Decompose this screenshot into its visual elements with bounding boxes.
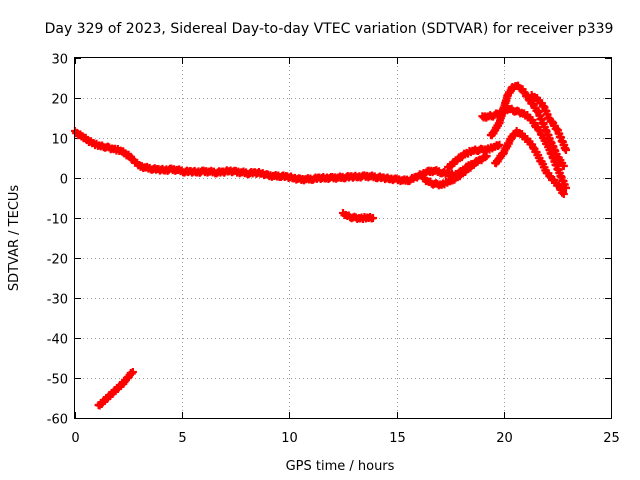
series-band_high [444, 140, 504, 172]
data-point-marker [128, 368, 137, 376]
data-point-marker [481, 153, 490, 162]
chart-title: Day 329 of 2023, Sidereal Day-to-day VTE… [45, 21, 614, 37]
y-tick-label: -60 [47, 413, 68, 428]
data-point-marker [494, 141, 503, 150]
y-tick-label: 10 [51, 133, 68, 148]
y-tick-label: -20 [47, 253, 68, 268]
data-point-marker [495, 140, 504, 149]
series-segment_low [94, 368, 137, 410]
data-point-marker [559, 162, 568, 170]
x-tick-label: 15 [389, 431, 406, 446]
grid [75, 58, 611, 418]
y-axis-label: SDTVAR / TECUs [7, 185, 22, 292]
y-axis-ticks: 30 20 10 0 -10 -20 -30 -40 -50 -60 [47, 53, 611, 428]
x-tick-label: 0 [71, 431, 79, 446]
data-point-marker [471, 158, 480, 167]
x-tick-label: 20 [496, 431, 513, 446]
series-segment_mid [339, 209, 378, 223]
y-tick-label: -30 [47, 293, 68, 308]
plot-frame [74, 57, 612, 419]
y-tick-label: 20 [51, 93, 68, 108]
y-tick-label: 30 [51, 53, 68, 68]
series-arc_4 [527, 91, 570, 154]
series-arc_3 [491, 127, 568, 198]
x-tick-label: 5 [178, 431, 186, 446]
series-band_low [420, 158, 480, 190]
y-tick-label: -50 [47, 373, 68, 388]
x-axis-ticks: 0 5 10 15 20 25 [71, 58, 620, 446]
x-tick-label: 10 [281, 431, 298, 446]
x-tick-label: 25 [603, 431, 620, 446]
data-point-marker [559, 190, 568, 198]
series-arc_2 [486, 81, 568, 170]
y-tick-label: 0 [60, 173, 68, 188]
y-tick-label: -40 [47, 333, 68, 348]
data-points [71, 81, 570, 410]
y-tick-label: -10 [47, 213, 68, 228]
data-point-marker [561, 146, 570, 154]
series-main_trace [71, 127, 491, 186]
data-point-marker [369, 214, 378, 222]
x-axis-label: GPS time / hours [286, 459, 395, 474]
